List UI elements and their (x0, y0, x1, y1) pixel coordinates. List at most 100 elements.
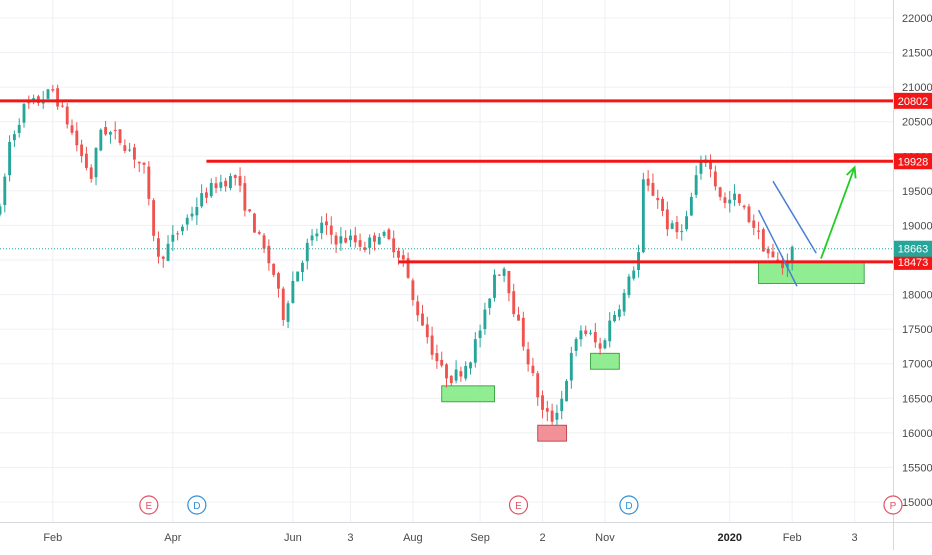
candle-body (589, 333, 592, 334)
y-axis[interactable]: 1500015500160001650017000175001800018500… (894, 0, 932, 550)
x-tick-label: 2020 (718, 532, 742, 544)
x-tick-label: Nov (595, 532, 615, 544)
candle-body (143, 163, 146, 165)
candle-body (224, 181, 227, 187)
candle-body (570, 353, 573, 381)
candle-body (450, 376, 453, 383)
candle-body (176, 233, 179, 234)
candle-body (565, 381, 568, 401)
candle-body (0, 206, 1, 214)
candle-body (752, 221, 755, 228)
candle-body (459, 371, 462, 376)
candle-body (66, 107, 69, 125)
candle-body (507, 271, 510, 293)
candle-body (229, 176, 232, 188)
candle-body (344, 238, 347, 243)
y-tick-label: 16000 (902, 428, 932, 440)
candle-body (772, 252, 775, 258)
level-price-tag-text: 20802 (898, 96, 929, 108)
candle-body (51, 89, 54, 90)
candle-body (387, 230, 390, 240)
candle-body (440, 360, 443, 366)
candle-body (157, 238, 160, 256)
candle-body (277, 273, 280, 289)
zone-box (442, 386, 495, 402)
candle-body (368, 238, 371, 248)
candle-body (503, 269, 506, 276)
level-price-tag-text: 18473 (898, 257, 929, 269)
candle-body (325, 221, 328, 225)
level-price-tag-text: 19928 (898, 156, 929, 168)
y-tick-label: 15500 (902, 462, 932, 474)
candle-body (575, 339, 578, 351)
candle-body (579, 331, 582, 340)
candle-body (431, 336, 434, 355)
event-marker-letter: D (625, 501, 632, 512)
candle-body (210, 183, 213, 196)
x-tick-label: Apr (164, 532, 181, 544)
candle-layer (0, 85, 794, 426)
candle-body (335, 236, 338, 245)
candle-body (421, 314, 424, 326)
y-tick-label: 18000 (902, 290, 932, 302)
candle-body (632, 271, 635, 279)
candle-body (397, 251, 400, 258)
candle-body (455, 369, 458, 380)
y-tick-label: 17000 (902, 359, 932, 371)
candle-body (61, 106, 64, 107)
candle-body (762, 229, 765, 251)
y-tick-label: 16500 (902, 393, 932, 405)
candle-body (479, 331, 482, 338)
candle-body (676, 222, 679, 232)
candle-body (613, 315, 616, 321)
last-price-tag-text: 18663 (898, 244, 929, 256)
candle-body (724, 197, 727, 203)
candle-body (171, 235, 174, 242)
candle-body (522, 318, 525, 347)
candle-body (661, 199, 664, 211)
candle-body (493, 275, 496, 298)
candle-body (402, 255, 405, 259)
candle-body (104, 127, 107, 134)
candle-body (186, 218, 189, 225)
candle-body (464, 366, 467, 379)
candle-body (709, 162, 712, 169)
candle-body (354, 235, 357, 242)
candle-body (23, 104, 26, 123)
candle-body (426, 324, 429, 337)
candle-body (536, 373, 539, 397)
candle-body (147, 167, 150, 199)
x-tick-label: Sep (470, 532, 490, 544)
candle-body (90, 167, 93, 178)
candle-body (56, 88, 59, 106)
zone-box (759, 261, 865, 283)
candle-body (743, 206, 746, 208)
candle-body (219, 182, 222, 188)
candle-body (435, 353, 438, 361)
candle-body (685, 216, 688, 229)
candle-body (13, 134, 16, 140)
candle-body (671, 223, 674, 229)
candle-body (618, 309, 621, 316)
candle-body (695, 175, 698, 195)
candle-body (296, 272, 299, 282)
y-tick-label: 19000 (902, 220, 932, 232)
y-tick-label: 22000 (902, 13, 932, 25)
candle-body (416, 301, 419, 315)
candle-body (301, 263, 304, 272)
candle-body (181, 227, 184, 232)
event-marker-letter: E (515, 501, 522, 512)
candle-body (469, 362, 472, 368)
candle-body (133, 147, 136, 159)
candle-body (512, 291, 515, 314)
candle-body (258, 232, 261, 234)
candle-body (608, 321, 611, 342)
candle-body (99, 130, 102, 151)
candle-body (263, 235, 266, 248)
y-tick-label: 20500 (902, 117, 932, 129)
candle-body (152, 200, 155, 236)
candle-body (205, 192, 208, 197)
candle-body (3, 177, 6, 205)
